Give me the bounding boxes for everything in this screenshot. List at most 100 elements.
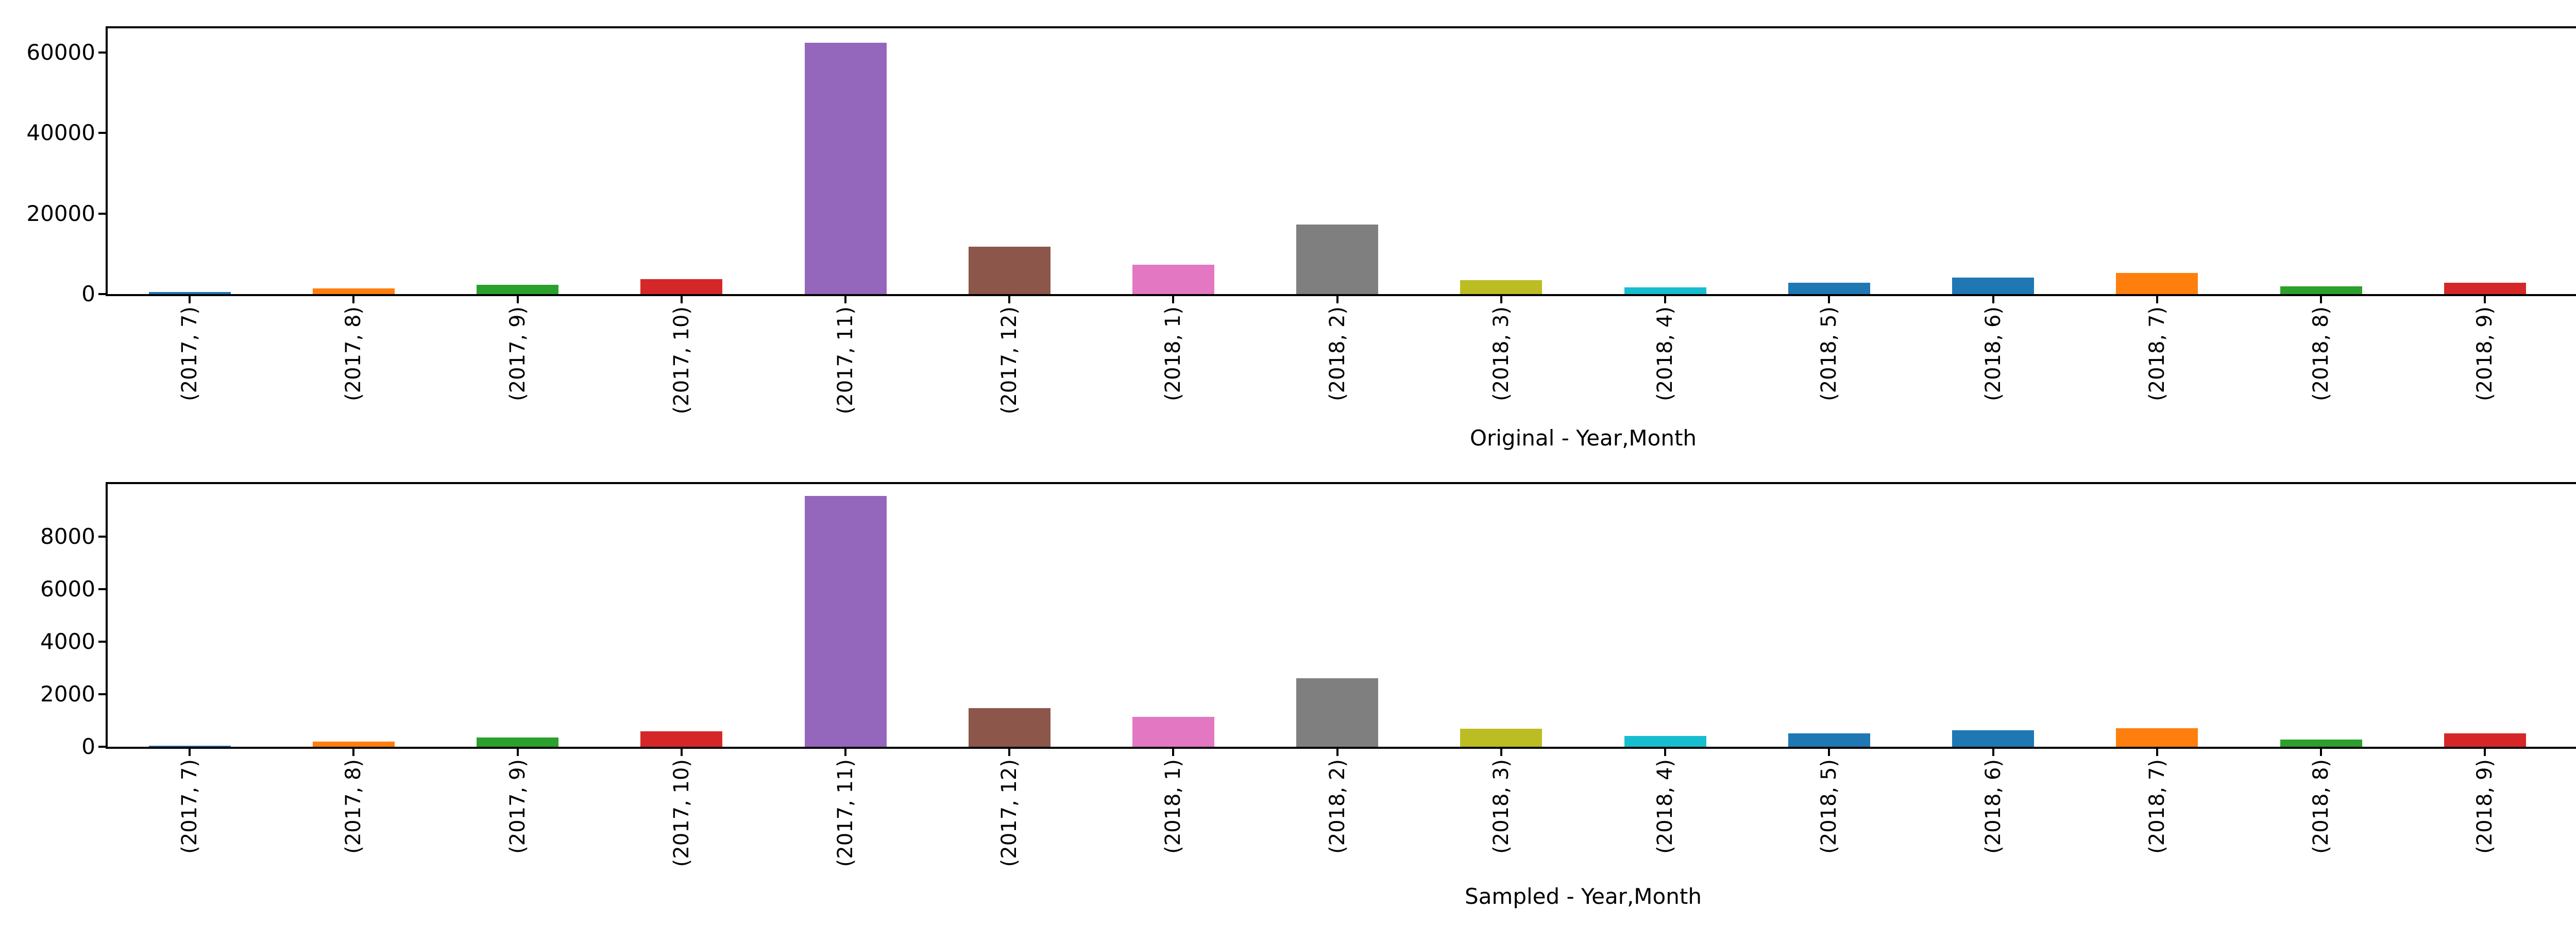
x-tick [189, 296, 191, 303]
x-tick-label: (2018, 9) [2473, 759, 2497, 854]
x-tick [517, 296, 519, 303]
bar-(2018, 2) [1296, 678, 1378, 747]
x-tick [1992, 296, 1994, 303]
x-tick-label: (2017, 9) [506, 759, 530, 854]
y-tick-label: 20000 [26, 201, 95, 226]
bar-(2018, 3) [1460, 280, 1542, 294]
x-axis-title-sampled: Sampled - Year,Month [1465, 884, 1702, 909]
y-tick [98, 536, 106, 538]
x-tick [1664, 296, 1666, 303]
x-tick-label: (2017, 12) [997, 759, 1021, 867]
x-tick [517, 749, 519, 756]
x-tick-label: (2018, 8) [2309, 759, 2333, 854]
bar-(2018, 1) [1132, 717, 1214, 747]
x-tick [1828, 749, 1830, 756]
x-tick-label: (2018, 9) [2473, 306, 2497, 401]
x-tick [1008, 749, 1010, 756]
bar-(2018, 1) [1132, 265, 1214, 294]
bar-(2018, 7) [2116, 273, 2198, 294]
x-tick [681, 749, 683, 756]
x-tick-label: (2017, 9) [506, 306, 530, 401]
x-tick [1172, 749, 1174, 756]
x-tick-label: (2018, 6) [1981, 306, 2005, 401]
x-tick [352, 296, 354, 303]
x-tick [2320, 749, 2322, 756]
x-tick-label: (2017, 11) [834, 759, 857, 867]
x-tick [2484, 296, 2486, 303]
bar-(2017, 9) [477, 285, 558, 294]
x-tick [844, 296, 846, 303]
x-tick-label: (2018, 2) [1326, 759, 1349, 854]
bar-(2017, 10) [640, 279, 722, 294]
x-tick-label: (2018, 1) [1161, 306, 1185, 401]
x-tick-label: (2017, 11) [834, 306, 857, 415]
bar-(2018, 4) [1624, 736, 1706, 747]
x-tick [844, 749, 846, 756]
x-tick-label: (2017, 8) [342, 306, 365, 401]
original-plot-area [106, 26, 2576, 296]
bar-(2018, 5) [1788, 733, 1870, 747]
y-tick-label: 6000 [40, 576, 95, 602]
y-tick-label: 0 [81, 281, 95, 306]
x-tick [352, 749, 354, 756]
y-tick [98, 588, 106, 590]
x-tick-label: (2018, 2) [1326, 306, 1349, 401]
y-tick [98, 641, 106, 643]
x-tick [1500, 749, 1502, 756]
bar-(2017, 7) [149, 292, 231, 294]
bar-(2018, 9) [2444, 733, 2526, 747]
x-tick [189, 749, 191, 756]
bar-(2017, 8) [313, 288, 395, 294]
y-tick-label: 8000 [40, 524, 95, 549]
x-tick-label: (2018, 1) [1161, 759, 1185, 854]
bar-(2017, 7) [149, 746, 231, 747]
y-tick [98, 693, 106, 695]
x-tick [1336, 749, 1338, 756]
bar-(2017, 12) [969, 247, 1050, 294]
bar-(2018, 9) [2444, 283, 2526, 294]
bar-(2018, 6) [1952, 278, 2034, 294]
x-tick-label: (2017, 10) [670, 306, 693, 415]
bar-(2017, 8) [313, 742, 395, 747]
y-tick [98, 132, 106, 134]
bar-(2018, 4) [1624, 287, 1706, 294]
x-tick-label: (2018, 8) [2309, 306, 2333, 401]
x-tick [2484, 749, 2486, 756]
x-tick [1664, 749, 1666, 756]
bar-(2018, 8) [2280, 740, 2362, 747]
bar-(2018, 6) [1952, 730, 2034, 747]
x-axis-title-original: Original - Year,Month [1469, 425, 1697, 451]
x-tick-label: (2017, 12) [997, 306, 1021, 415]
y-tick-label: 2000 [40, 681, 95, 707]
bar-(2018, 7) [2116, 728, 2198, 747]
x-tick-label: (2017, 7) [178, 759, 201, 854]
x-tick-label: (2017, 8) [342, 759, 365, 854]
bar-(2017, 9) [477, 737, 558, 747]
bar-(2018, 5) [1788, 283, 1870, 294]
y-tick [98, 293, 106, 295]
x-tick [1992, 749, 1994, 756]
y-tick-label: 4000 [40, 629, 95, 654]
x-tick [1008, 296, 1010, 303]
y-tick [98, 52, 106, 54]
sampled-plot-area [106, 482, 2576, 749]
x-tick [1828, 296, 1830, 303]
bar-(2017, 11) [805, 43, 887, 294]
y-tick-label: 40000 [26, 120, 95, 145]
x-tick [1500, 296, 1502, 303]
x-tick [2320, 296, 2322, 303]
x-tick-label: (2018, 7) [2145, 306, 2169, 401]
y-tick [98, 213, 106, 215]
x-tick-label: (2018, 4) [1653, 306, 1677, 401]
x-tick-label: (2018, 3) [1489, 759, 1513, 854]
x-tick-label: (2018, 4) [1653, 759, 1677, 854]
x-tick-label: (2018, 3) [1489, 306, 1513, 401]
bar-(2017, 11) [805, 496, 887, 747]
y-tick-label: 0 [81, 734, 95, 759]
bar-(2018, 3) [1460, 729, 1542, 747]
x-tick-label: (2018, 5) [1817, 759, 1841, 854]
x-tick-label: (2018, 6) [1981, 759, 2005, 854]
y-tick-label: 60000 [26, 40, 95, 65]
bar-(2018, 8) [2280, 286, 2362, 294]
